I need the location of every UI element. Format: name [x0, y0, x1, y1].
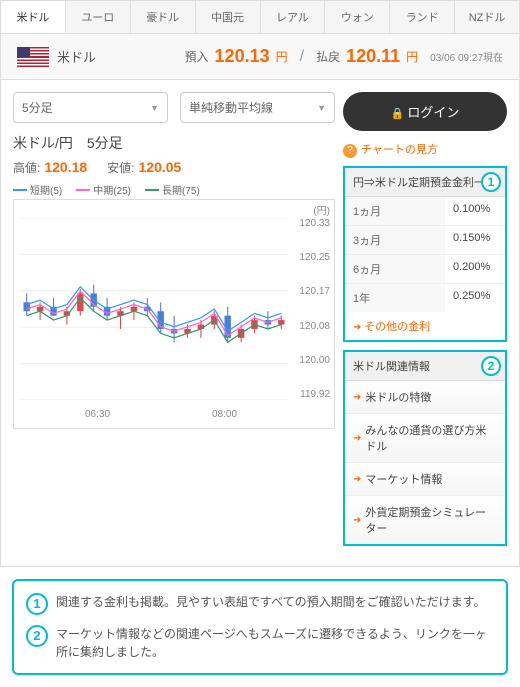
- high-value: 120.18: [44, 159, 87, 175]
- currency-name: 米ドル: [57, 47, 96, 66]
- deposit-value: 120.13: [215, 46, 270, 67]
- tab-ランド[interactable]: ランド: [390, 1, 455, 33]
- tab-豪ドル[interactable]: 豪ドル: [131, 1, 196, 33]
- related-link[interactable]: マーケット情報: [345, 463, 505, 496]
- rates-panel: 1 円⇒米ドル定期預金金利一覧 1ヵ月0.100%3ヵ月0.150%6ヵ月0.2…: [343, 166, 507, 342]
- deposit-label: 預入: [185, 48, 209, 65]
- tab-中国元[interactable]: 中国元: [196, 1, 261, 33]
- flag-icon: [17, 47, 49, 67]
- indicator-select[interactable]: 単純移動平均線: [180, 92, 335, 123]
- links-panel: 2 米ドル関連情報 米ドルの特徴みんなの通貨の選び方米ドルマーケット情報外貨定期…: [343, 350, 507, 546]
- low-value: 120.05: [139, 159, 182, 175]
- tab-ユーロ[interactable]: ユーロ: [66, 1, 131, 33]
- tab-米ドル[interactable]: 米ドル: [1, 1, 66, 33]
- chart-legend: 短期(5)中期(25)長期(75): [13, 182, 335, 197]
- related-link[interactable]: 米ドルの特徴: [345, 381, 505, 414]
- related-link[interactable]: 外貨定期預金シミュレーター: [345, 496, 505, 544]
- withdraw-label: 払戻: [316, 48, 340, 65]
- login-button[interactable]: ログイン: [343, 92, 507, 131]
- high-label: 高値:: [13, 161, 40, 175]
- footer-notes: 1関連する金利も掲載。見やすい表組ですべての預入期間をご確認いただけます。2マー…: [12, 579, 508, 675]
- chart-title: 米ドル/円 5分足: [13, 133, 335, 153]
- price-chart: (円) 120.33120.25120.17120.08120.00119.92…: [13, 199, 335, 429]
- timeframe-select[interactable]: 5分足: [13, 92, 168, 123]
- tab-ウォン[interactable]: ウォン: [325, 1, 390, 33]
- chart-help-link[interactable]: チャートの見方: [343, 141, 507, 158]
- related-link[interactable]: みんなの通貨の選び方米ドル: [345, 414, 505, 463]
- badge-1: 1: [481, 172, 501, 192]
- low-label: 安値:: [107, 161, 134, 175]
- timestamp: 03/06 09:27現在: [430, 49, 503, 64]
- tab-NZドル[interactable]: NZドル: [455, 1, 519, 33]
- currency-tabs: 米ドルユーロ豪ドル中国元レアルウォンランドNZドル: [1, 1, 519, 34]
- badge-2: 2: [481, 356, 501, 376]
- tab-レアル[interactable]: レアル: [261, 1, 326, 33]
- withdraw-value: 120.11: [346, 46, 400, 67]
- rate-header: 米ドル 預入 120.13円 / 払戻 120.11円 03/06 09:27現…: [1, 34, 519, 80]
- more-rates-link[interactable]: その他の金利: [345, 312, 505, 340]
